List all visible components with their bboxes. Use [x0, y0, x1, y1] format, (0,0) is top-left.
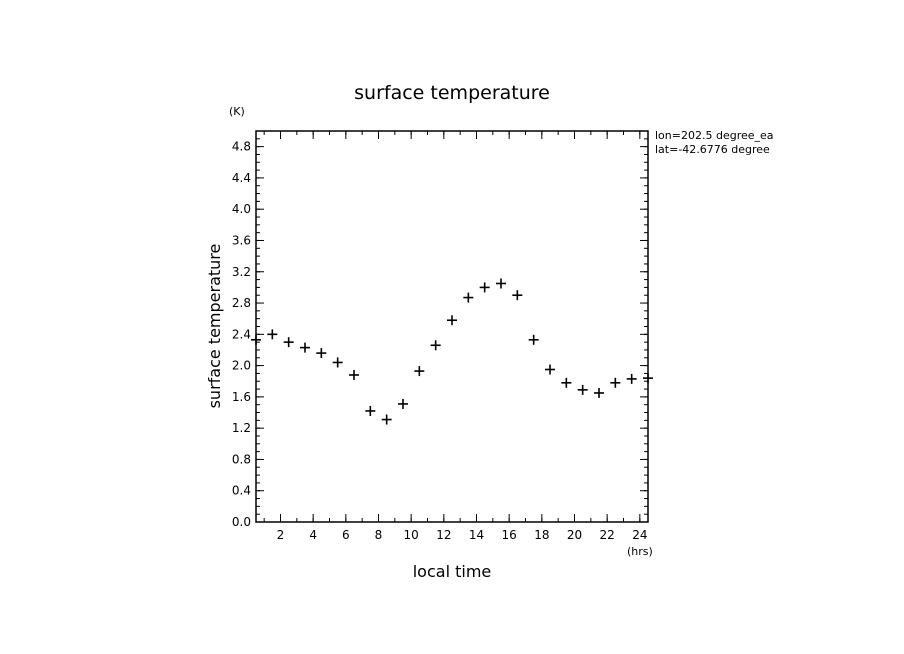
data-point	[577, 384, 588, 395]
x-tick-label: 24	[632, 528, 647, 542]
data-point	[398, 398, 408, 409]
data-point	[267, 329, 278, 340]
data-point	[430, 340, 441, 351]
x-unit-label: (hrs)	[627, 545, 653, 558]
x-axis-label: local time	[413, 562, 492, 581]
x-tick-label: 2	[277, 528, 285, 542]
y-tick-label: 1.2	[232, 421, 251, 435]
data-point	[643, 373, 653, 384]
data-point	[300, 342, 310, 353]
x-tick-label: 10	[404, 528, 419, 542]
x-tick-label: 16	[502, 528, 517, 542]
data-point	[545, 364, 555, 375]
y-axis-label: surface temperature	[205, 244, 224, 409]
data-point	[610, 377, 621, 388]
x-tick-label: 8	[375, 528, 383, 542]
data-point	[496, 278, 506, 289]
y-tick-label: 4.8	[232, 140, 251, 154]
x-tick-label: 12	[436, 528, 451, 542]
ticks-layer: 2 4 6 8 10 12 14 16 18 20 22 240.00.40.81.21.62.02.…	[232, 131, 648, 542]
data-point	[283, 337, 294, 348]
x-tick-label: 4	[309, 528, 317, 542]
data-point	[561, 377, 572, 388]
y-tick-label: 2.4	[232, 327, 251, 341]
x-tick-label: 20	[567, 528, 582, 542]
x-tick-label: 6	[342, 528, 350, 542]
data-point	[626, 373, 637, 384]
data-point	[463, 292, 474, 303]
data-point	[512, 290, 523, 301]
data-point	[381, 414, 392, 425]
data-point	[528, 334, 539, 345]
plot-frame	[255, 130, 649, 523]
y-tick-label: 2.8	[232, 296, 251, 310]
y-unit-label: (K)	[229, 105, 245, 118]
data-point	[447, 315, 457, 326]
data-point	[479, 282, 490, 293]
data-point	[332, 357, 343, 368]
x-tick-label: 14	[469, 528, 484, 542]
x-tick-label: 22	[600, 528, 615, 542]
data-point	[251, 334, 261, 345]
y-tick-label: 2.0	[232, 359, 251, 373]
data-point	[365, 405, 376, 416]
x-tick-label: 18	[534, 528, 549, 542]
data-point	[594, 387, 604, 398]
y-tick-label: 1.6	[232, 390, 251, 404]
annotation-lon: lon=202.5 degree_ea	[655, 129, 774, 142]
data-point	[349, 369, 359, 380]
y-tick-label: 3.6	[232, 233, 251, 247]
y-tick-label: 0.0	[232, 515, 251, 529]
y-tick-label: 0.4	[232, 484, 251, 498]
y-tick-label: 4.4	[232, 171, 251, 185]
points-layer	[251, 278, 653, 425]
y-tick-label: 3.2	[232, 265, 251, 279]
y-tick-label: 0.8	[232, 452, 251, 466]
data-point	[316, 348, 327, 359]
annotation-lat: lat=-42.6776 degree	[655, 143, 770, 156]
y-tick-label: 4.0	[232, 202, 251, 216]
data-point	[414, 366, 425, 377]
chart-title: surface temperature	[354, 82, 550, 104]
